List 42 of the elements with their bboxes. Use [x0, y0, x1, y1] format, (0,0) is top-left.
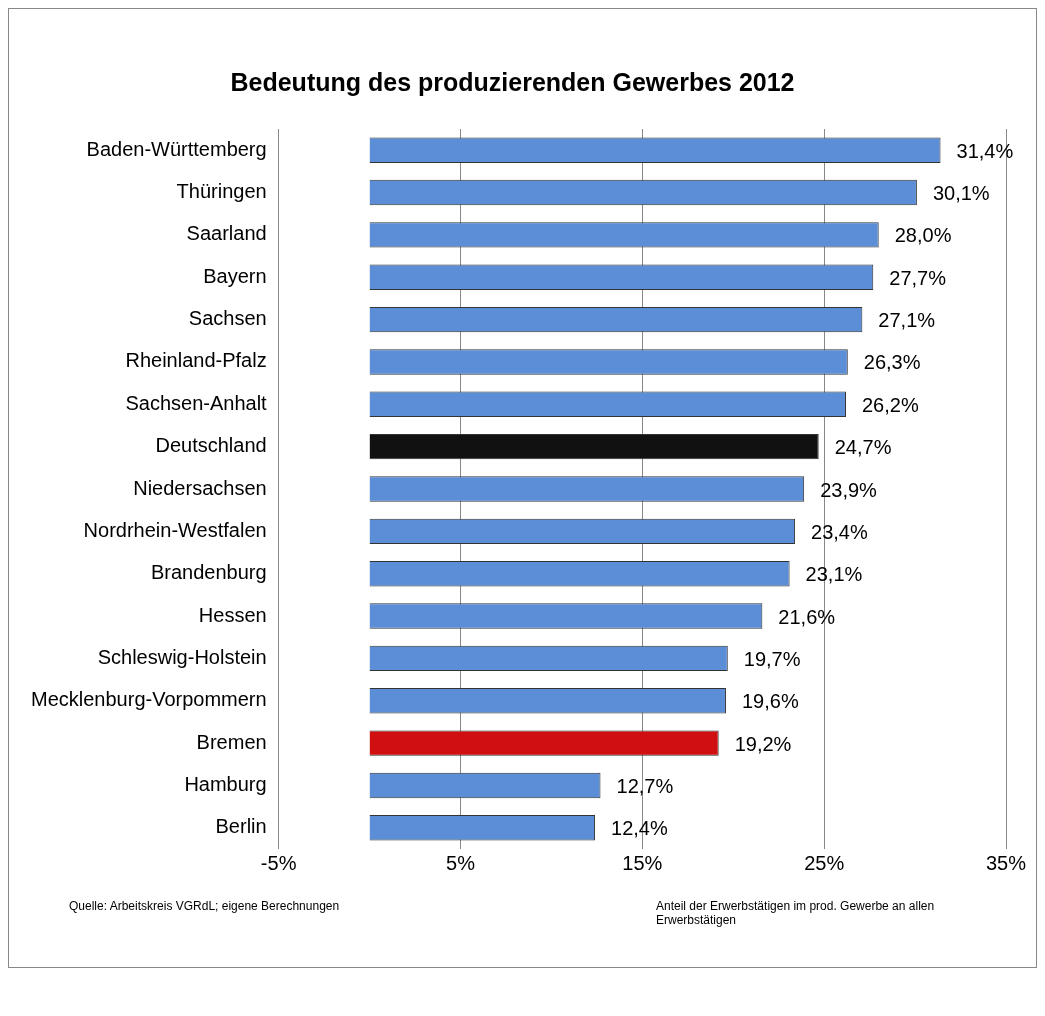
y-tick-label: Bayern [203, 264, 267, 287]
text: Anteil der Erwerbstätigen im prod. Gewerbe an allen Erwerbstätigen [656, 899, 936, 927]
y-tick-label: Hessen [198, 603, 267, 626]
data-label: 12,4% [611, 817, 668, 840]
data-label: 26,3% [863, 351, 921, 374]
y-tick-label: Saarland [186, 222, 267, 245]
y-tick-label: Thüringen [176, 180, 267, 203]
data-label: 30,1% [932, 182, 990, 205]
x-tick-label: 5% [446, 851, 476, 874]
y-tick-label: Bremen [196, 730, 267, 753]
data-label: 19,7% [743, 647, 801, 670]
data-label: 19,6% [741, 690, 799, 713]
y-tick-label: Sachsen [188, 307, 267, 330]
data-label: 24,7% [834, 436, 892, 459]
chart-title: Bedeutung des produzierenden Gewerbes 2012 [230, 67, 795, 96]
data-label: 23,4% [811, 520, 868, 543]
x-tick-label: 15% [622, 851, 663, 874]
data-label: 12,7% [616, 774, 674, 797]
data-label: 27,7% [889, 266, 947, 289]
y-tick-label: Rheinland-Pfalz [125, 349, 267, 372]
data-label: 23,9% [820, 478, 878, 501]
source-note: Quelle: Arbeitskreis VGRdL; eigene Berechnungen [69, 899, 340, 915]
data-label: 28,0% [894, 224, 952, 247]
x-tick-label: 35% [985, 851, 1027, 874]
data-label: 21,6% [778, 605, 836, 628]
y-tick-label: Sachsen-Anhalt [125, 391, 268, 414]
data-label: 27,1% [878, 309, 936, 332]
y-tick-label: Brandenburg [151, 561, 267, 584]
y-tick-label: Berlin [215, 815, 267, 838]
y-tick-label: Hamburg [184, 772, 267, 795]
y-tick-label: Mecklenburg-Vorpommern [31, 688, 267, 711]
y-tick-label: Baden-Württemberg [86, 137, 267, 160]
data-label: 23,1% [805, 563, 863, 586]
data-label: 19,2% [734, 732, 792, 755]
x-tick-label: -5% [260, 851, 297, 874]
data-label: 31,4% [956, 139, 1014, 162]
data-label: 26,2% [861, 393, 919, 416]
y-tick-label: Niedersachsen [133, 476, 267, 499]
x-tick-label: 25% [804, 851, 845, 874]
y-tick-label: Deutschland [155, 434, 267, 457]
y-tick-label: Nordrhein-Westfalen [83, 518, 267, 541]
y-tick-label: Schleswig-Holstein [97, 645, 267, 668]
